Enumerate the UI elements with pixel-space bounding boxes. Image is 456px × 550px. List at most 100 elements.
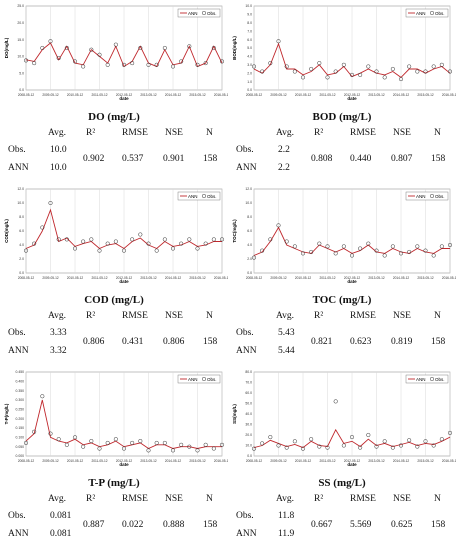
- data-point-obs: [154, 440, 159, 445]
- y-tick-label: 10.0: [245, 4, 252, 8]
- panel-cod: 2008-05-12 2009-05-12 2010-05-12 2011-05-12…: [0, 183, 228, 366]
- data-point-obs: [423, 439, 428, 444]
- row-label-obs: Obs.: [236, 145, 254, 155]
- x-axis-label: date: [119, 279, 129, 283]
- legend-label-ann: ANN: [188, 194, 198, 199]
- stat-header-nse: NSE: [165, 494, 183, 504]
- data-point-obs: [219, 59, 225, 64]
- y-tick-label: 8.0: [19, 215, 24, 219]
- data-point-obs: [251, 64, 257, 69]
- stat-header-avg: Avg.: [48, 494, 67, 504]
- data-point-obs: [374, 444, 379, 449]
- data-point-obs: [203, 61, 208, 66]
- x-tick-label: 2014-05-12: [393, 93, 410, 97]
- data-point-obs: [276, 39, 281, 44]
- legend-marker-obs: [201, 10, 207, 16]
- data-point-obs: [23, 58, 29, 63]
- y-tick-label: 20.0: [17, 21, 24, 25]
- stat-header-n: N: [434, 128, 441, 138]
- y-tick-label: 7.0: [247, 29, 252, 33]
- row-label-obs: Obs.: [8, 328, 26, 338]
- y-axis-label: TOC(mg/L): [232, 219, 237, 243]
- data-point-obs: [97, 52, 102, 57]
- data-point-obs: [146, 448, 151, 453]
- stat-header-avg: Avg.: [48, 128, 67, 138]
- chart-svg: 2008-05-12 2009-05-12 2010-05-12 2011-05-12…: [4, 4, 228, 100]
- y-tick-label: 8.0: [247, 215, 252, 219]
- row-label-ann: ANN: [236, 346, 257, 356]
- nse-value: 0.888: [163, 520, 185, 530]
- x-tick-label: 2010-05-12: [67, 276, 84, 280]
- data-point-obs: [130, 61, 135, 66]
- x-tick-label: 2012-05-12: [344, 93, 361, 97]
- legend-label-ann: ANN: [188, 11, 198, 16]
- stat-header-r2: R²: [86, 494, 96, 504]
- data-point-obs: [187, 444, 192, 449]
- legend-label-obs: Obs.: [207, 377, 217, 382]
- x-axis-label: date: [119, 96, 129, 100]
- x-tick-label: 2013-05-12: [368, 93, 385, 97]
- data-point-obs: [64, 442, 69, 447]
- x-tick-label: 2008-05-12: [246, 276, 263, 280]
- data-point-obs: [325, 445, 330, 450]
- x-tick-label: 2009-05-12: [42, 459, 59, 463]
- data-point-obs: [390, 244, 395, 249]
- data-point-obs: [374, 69, 379, 74]
- x-tick-label: 2012-05-12: [344, 459, 361, 463]
- chart-svg: 2008-05-12 2009-05-12 2010-05-12 2011-05-12…: [4, 187, 228, 283]
- series-line-ann: [253, 428, 451, 449]
- x-tick-label: 2008-05-12: [18, 93, 35, 97]
- data-point-obs: [341, 62, 346, 67]
- avg-ann-value: 0.081: [50, 529, 72, 539]
- series-line-ann: [253, 226, 450, 256]
- stat-header-avg: Avg.: [276, 128, 295, 138]
- legend-box: [177, 191, 221, 201]
- y-tick-label: 50.0: [245, 402, 252, 406]
- x-tick-label: 2016-05-12: [214, 459, 228, 463]
- y-tick-label: 5.0: [19, 71, 24, 75]
- data-point-obs: [64, 45, 69, 51]
- data-point-obs: [415, 69, 420, 74]
- data-point-obs: [23, 440, 29, 445]
- chart-svg: 2008-05-12 2009-05-12 2010-05-12 2011-05-12…: [232, 370, 456, 466]
- chart-do: 2008-05-12 2009-05-12 2010-05-12 2011-05-12…: [0, 0, 228, 100]
- data-point-obs: [268, 61, 273, 66]
- legend-marker-obs: [429, 376, 435, 382]
- y-axis-label: COD(mg/L): [4, 219, 9, 243]
- data-point-obs: [170, 246, 176, 251]
- data-point-obs: [358, 445, 363, 450]
- data-point-obs: [390, 66, 395, 72]
- x-tick-label: 2011-05-12: [91, 459, 107, 463]
- data-point-obs: [276, 443, 281, 448]
- data-point-obs: [219, 442, 225, 447]
- data-point-obs: [195, 62, 200, 67]
- data-point-obs: [423, 69, 428, 74]
- y-axis-label: DO(mg/L): [4, 37, 9, 58]
- y-tick-label: 25.0: [17, 4, 24, 8]
- stat-header-r2: R²: [86, 311, 96, 321]
- y-tick-label: 15.0: [17, 38, 24, 42]
- r2-value: 0.667: [311, 520, 333, 530]
- data-point-obs: [415, 444, 420, 449]
- x-tick-label: 2010-05-12: [67, 93, 84, 97]
- y-tick-label: 40.0: [245, 412, 252, 416]
- x-tick-label: 2011-05-12: [319, 459, 335, 463]
- n-value: 158: [203, 520, 218, 530]
- legend-label-obs: Obs.: [435, 11, 445, 16]
- data-point-obs: [162, 440, 167, 445]
- x-tick-label: 2015-05-12: [189, 93, 206, 97]
- data-point-obs: [366, 241, 371, 246]
- chart-svg: 2008-05-12 2009-05-12 2010-05-12 2011-05-12…: [232, 4, 456, 100]
- data-point-obs: [447, 69, 453, 74]
- y-tick-label: 4.0: [247, 55, 252, 59]
- data-point-obs: [309, 249, 314, 255]
- data-point-obs: [292, 439, 297, 444]
- x-tick-label: 2015-05-12: [189, 459, 206, 463]
- x-tick-label: 2009-05-12: [42, 276, 59, 280]
- row-label-ann: ANN: [8, 163, 29, 173]
- stat-header-rmse: RMSE: [122, 128, 148, 138]
- x-tick-label: 2011-05-12: [91, 93, 107, 97]
- data-point-obs: [260, 248, 265, 253]
- chart-tp: 2008-05-12 2009-05-12 2010-05-12 2011-05-12…: [0, 366, 228, 466]
- avg-obs-value: 10.0: [50, 145, 67, 155]
